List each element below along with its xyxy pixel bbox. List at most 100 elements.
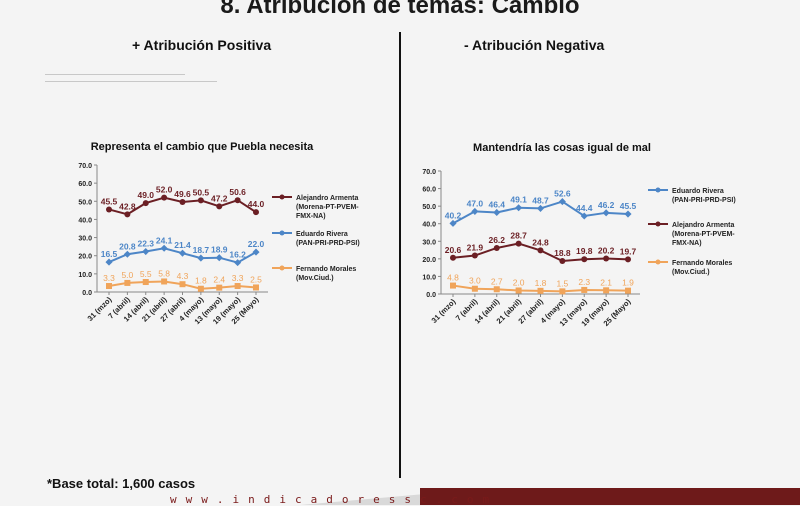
data-point — [234, 283, 241, 290]
data-point — [450, 282, 456, 289]
data-point — [536, 204, 545, 212]
base-note: *Base total: 1,600 casos — [47, 476, 196, 491]
legend-label: (Mov.Ciud.) — [296, 275, 334, 282]
negative-heading: - Atribución Negativa — [464, 37, 605, 53]
data-label: 18.8 — [554, 248, 571, 258]
data-point — [160, 244, 168, 252]
data-point — [559, 257, 566, 264]
data-point — [253, 209, 259, 216]
data-label: 28.7 — [510, 231, 527, 241]
y-tick-label: 20.0 — [422, 257, 436, 264]
data-point — [178, 249, 187, 257]
legend-label: Alejandro Armenta — [672, 222, 734, 229]
y-tick-label: 70.0 — [422, 169, 436, 176]
data-point — [124, 279, 131, 286]
data-point — [253, 284, 259, 291]
legend-label: (Morena-PT-PVEM- — [672, 231, 735, 238]
data-label: 18.9 — [211, 245, 228, 255]
data-point — [625, 256, 631, 263]
y-tick-label: 30.0 — [78, 236, 92, 243]
chart-positive: Representa el cambio que Puebla necesita… — [78, 141, 359, 326]
data-point — [161, 278, 168, 285]
data-label: 16.5 — [101, 249, 118, 259]
data-label: 1.8 — [195, 276, 207, 286]
legend-label: Eduardo Rivera — [296, 231, 348, 238]
data-point — [602, 209, 610, 217]
data-point — [515, 287, 522, 294]
data-point — [179, 281, 186, 288]
website-text: www.indicadoressc.com — [170, 493, 499, 506]
data-point — [581, 286, 588, 293]
data-point — [537, 247, 544, 254]
y-tick-label: 60.0 — [78, 181, 92, 188]
data-point — [603, 255, 610, 262]
data-label: 52.6 — [554, 189, 571, 199]
decor-line-1 — [45, 74, 185, 75]
data-label: 21.4 — [174, 240, 191, 250]
y-tick-label: 40.0 — [78, 217, 92, 224]
data-label: 40.2 — [445, 210, 462, 220]
data-point — [106, 283, 112, 290]
data-point — [515, 204, 523, 212]
data-label: 2.7 — [491, 276, 503, 286]
y-tick-label: 10.0 — [78, 272, 92, 279]
data-label: 19.7 — [620, 246, 637, 256]
data-point — [234, 197, 241, 204]
data-point — [106, 206, 112, 213]
legend-label: FMX-NA) — [296, 213, 326, 220]
data-point — [197, 197, 204, 204]
data-label: 47.2 — [211, 193, 228, 203]
data-label: 50.5 — [193, 187, 210, 197]
data-label: 21.9 — [467, 243, 484, 253]
data-label: 42.8 — [119, 201, 136, 211]
data-point — [216, 203, 223, 210]
data-label: 18.7 — [193, 245, 210, 255]
legend-label: (PAN-PRI-PRD-PSI) — [672, 197, 736, 204]
legend-label: Alejandro Armenta — [296, 195, 358, 202]
data-label: 49.0 — [137, 190, 154, 200]
data-label: 2.4 — [213, 275, 225, 285]
data-label: 49.1 — [510, 195, 527, 205]
y-tick-label: 20.0 — [78, 254, 92, 261]
data-label: 16.2 — [229, 250, 246, 260]
data-label: 3.3 — [103, 273, 115, 283]
data-label: 20.8 — [119, 241, 136, 251]
data-label: 4.3 — [177, 271, 189, 281]
data-point — [471, 252, 478, 259]
data-point — [161, 194, 168, 201]
positive-heading: + Atribución Positiva — [132, 37, 272, 53]
data-point — [142, 248, 150, 256]
chart-title: Representa el cambio que Puebla necesita — [91, 141, 314, 153]
legend-label: FMX-NA) — [672, 240, 702, 247]
data-point — [493, 244, 500, 251]
data-point — [515, 240, 522, 247]
slide-title: 8. Atribución de temas: Cambio — [220, 0, 580, 19]
y-tick-label: 60.0 — [422, 187, 436, 194]
data-label: 3.3 — [232, 273, 244, 283]
data-label: 2.3 — [578, 277, 590, 287]
data-label: 48.7 — [532, 195, 549, 205]
legend-label: Fernando Morales — [672, 260, 732, 267]
legend-marker — [279, 194, 285, 200]
data-point — [493, 286, 500, 293]
data-point — [625, 287, 631, 294]
data-label: 22.3 — [137, 239, 154, 249]
y-tick-label: 50.0 — [422, 204, 436, 211]
data-label: 47.0 — [467, 198, 484, 208]
data-label: 50.6 — [229, 187, 246, 197]
data-label: 24.1 — [156, 235, 173, 245]
data-label: 5.5 — [140, 269, 152, 279]
data-point — [123, 250, 131, 258]
data-label: 44.4 — [576, 203, 593, 213]
data-point — [449, 219, 457, 227]
data-label: 24.8 — [532, 237, 549, 247]
data-label: 44.0 — [248, 199, 265, 209]
data-point — [559, 288, 566, 295]
data-label: 45.5 — [620, 201, 637, 211]
data-label: 26.2 — [488, 235, 505, 245]
center-divider — [399, 32, 401, 478]
data-point — [142, 279, 149, 286]
data-label: 1.5 — [556, 278, 568, 288]
legend-label: (Mov.Ciud.) — [672, 269, 710, 276]
data-point — [124, 211, 131, 218]
